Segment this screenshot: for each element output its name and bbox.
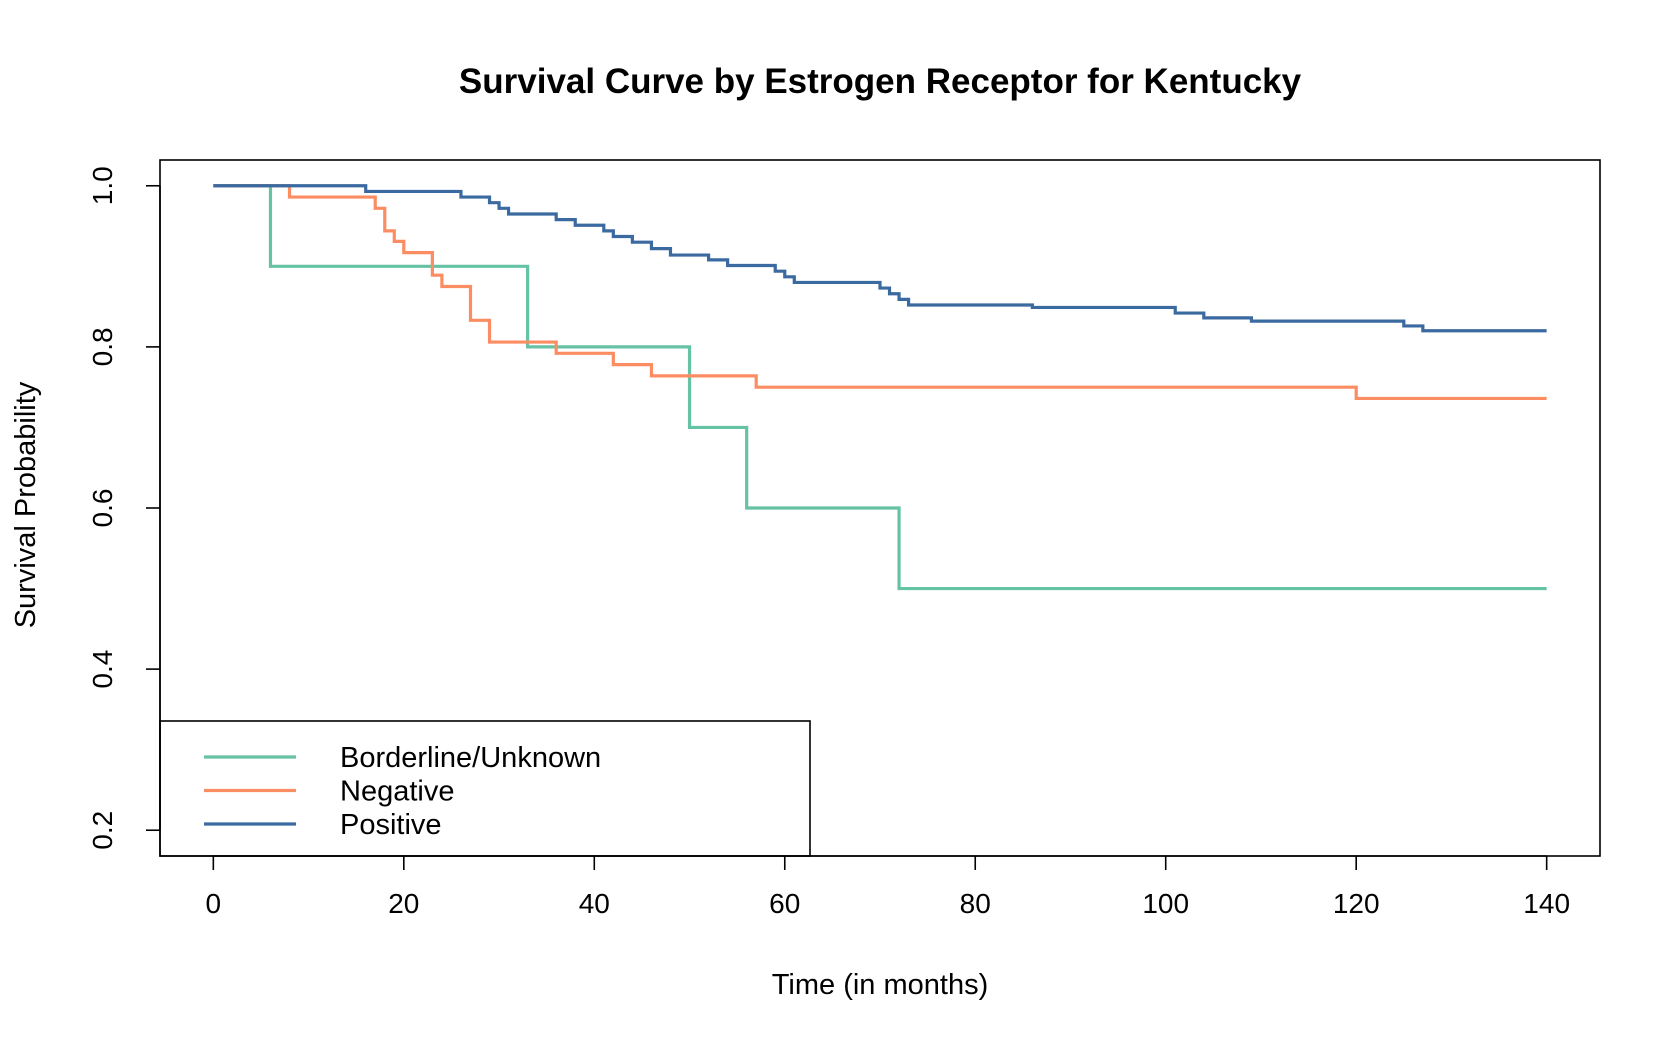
x-axis-label: Time (in months) [772, 969, 988, 1001]
x-tick-label: 80 [960, 888, 991, 919]
curve-negative [213, 184, 1547, 401]
y-axis-label: Survival Probability [10, 381, 42, 628]
x-axis: 0 20 40 60 80 100 120 140 [206, 855, 1570, 919]
x-tick-label: 0 [206, 888, 222, 919]
chart-title: Survival Curve by Estrogen Receptor for … [459, 62, 1302, 101]
survival-curves [213, 184, 1547, 591]
curve-positive [213, 184, 1547, 333]
legend-label-negative: Negative [340, 776, 454, 808]
y-tick-label: 1.0 [87, 166, 118, 205]
y-axis: 0.2 0.4 0.6 0.8 1.0 [87, 166, 161, 850]
x-tick-label: 100 [1142, 888, 1189, 919]
x-tick-label: 140 [1523, 888, 1570, 919]
x-tick-label: 40 [579, 888, 610, 919]
legend-box [159, 720, 811, 857]
y-tick-label: 0.6 [87, 489, 118, 528]
legend-label-borderline-unknown: Borderline/Unknown [340, 742, 601, 774]
x-tick-label: 120 [1333, 888, 1380, 919]
y-tick-label: 0.4 [87, 650, 118, 689]
y-tick-label: 0.8 [87, 327, 118, 366]
curve-borderline-unknown [213, 184, 1547, 591]
legend-label-positive: Positive [340, 809, 442, 841]
y-tick-label: 0.2 [87, 811, 118, 850]
x-tick-label: 20 [388, 888, 419, 919]
x-tick-label: 60 [769, 888, 800, 919]
